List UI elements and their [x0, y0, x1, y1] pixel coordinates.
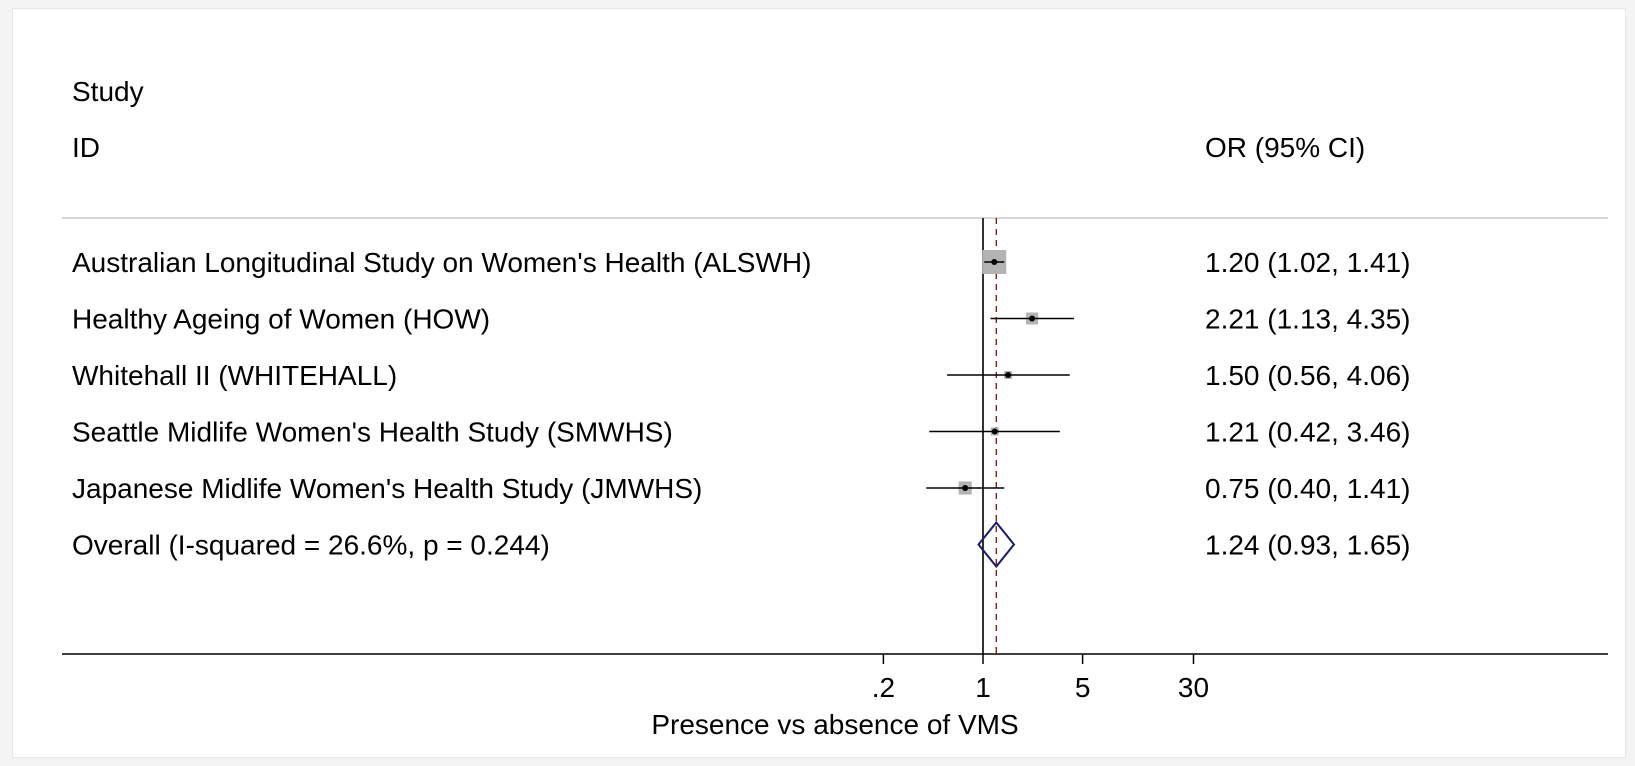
study-header: Study	[72, 76, 144, 107]
study-estimate: 2.21 (1.13, 4.35)	[1205, 304, 1410, 335]
study-label: Japanese Midlife Women's Health Study (J…	[72, 473, 702, 504]
study-label: Australian Longitudinal Study on Women's…	[72, 247, 811, 278]
plot-frame	[12, 8, 1626, 758]
study-rows: Australian Longitudinal Study on Women's…	[72, 218, 1410, 654]
point-estimate	[1029, 315, 1036, 322]
id-header: ID	[72, 132, 100, 163]
estimate-header: OR (95% CI)	[1205, 132, 1365, 163]
tick-label: 30	[1178, 672, 1209, 703]
point-estimate	[1005, 372, 1012, 378]
overall-label: Overall (I-squared = 26.6%, p = 0.244)	[72, 530, 550, 561]
study-label: Healthy Ageing of Women (HOW)	[72, 304, 490, 335]
tick-label: 1	[975, 672, 991, 703]
point-estimate	[962, 485, 969, 491]
study-label: Seattle Midlife Women's Health Study (SM…	[72, 417, 673, 448]
overall-diamond	[977, 520, 1016, 569]
study-estimate: 1.50 (0.56, 4.06)	[1205, 360, 1410, 391]
study-estimate: 1.21 (0.42, 3.46)	[1205, 417, 1410, 448]
overall-estimate: 1.24 (0.93, 1.65)	[1205, 530, 1410, 561]
x-axis-label: Presence vs absence of VMS	[651, 709, 1018, 740]
tick-label: 5	[1075, 672, 1091, 703]
study-label: Whitehall II (WHITEHALL)	[72, 360, 397, 391]
tick-label: .2	[872, 672, 895, 703]
point-estimate	[991, 428, 998, 435]
point-estimate	[991, 259, 998, 265]
study-estimate: 1.20 (1.02, 1.41)	[1205, 247, 1410, 278]
x-axis-ticks: .2 1 5 30	[872, 654, 1209, 703]
study-estimate: 0.75 (0.40, 1.41)	[1205, 473, 1410, 504]
